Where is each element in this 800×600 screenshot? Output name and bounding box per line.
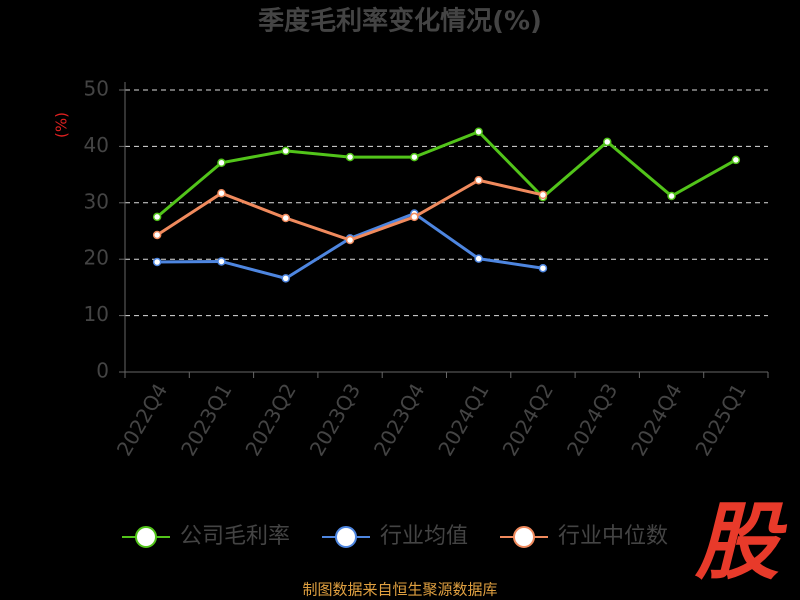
logo: 股 [694, 493, 788, 591]
source-note: 制图数据来自恒生聚源数据库 [302, 581, 497, 599]
data-point [217, 257, 226, 266]
data-point [217, 188, 226, 198]
y-axis-label: (%) [53, 112, 71, 138]
data-point [152, 230, 162, 240]
data-point [281, 213, 290, 223]
data-point [474, 127, 483, 136]
data-point [474, 175, 483, 185]
data-point [410, 152, 419, 162]
y-tick-label: 40 [84, 133, 109, 157]
y-tick-label: 50 [84, 77, 109, 101]
data-point [345, 152, 355, 162]
chart-title: 季度毛利率变化情况(%) [258, 6, 542, 37]
y-tick-label: 0 [96, 359, 109, 383]
legend-item: 行业中位数 [500, 524, 668, 549]
data-point [538, 263, 548, 273]
legend-label: 行业均值 [380, 524, 468, 549]
legend-label: 行业中位数 [558, 524, 668, 549]
data-point [474, 254, 483, 263]
data-point [667, 191, 676, 201]
data-point [731, 155, 741, 165]
data-point [410, 212, 419, 222]
series-line [156, 129, 737, 219]
legend-label: 公司毛利率 [180, 524, 290, 549]
legend-item: 行业均值 [322, 524, 468, 549]
legend-marker [135, 526, 157, 548]
data-point [152, 257, 162, 267]
y-tick-label: 20 [84, 246, 109, 270]
data-point [281, 274, 290, 283]
data-point [217, 158, 226, 168]
data-point [538, 190, 548, 200]
data-point [603, 137, 612, 147]
data-point [345, 235, 355, 245]
data-point [281, 146, 290, 156]
y-tick-label: 10 [84, 302, 109, 326]
data-point [152, 212, 162, 222]
legend-marker [513, 526, 535, 548]
y-tick-label: 30 [84, 189, 109, 213]
legend-item: 公司毛利率 [122, 524, 290, 549]
legend-marker [335, 526, 357, 548]
